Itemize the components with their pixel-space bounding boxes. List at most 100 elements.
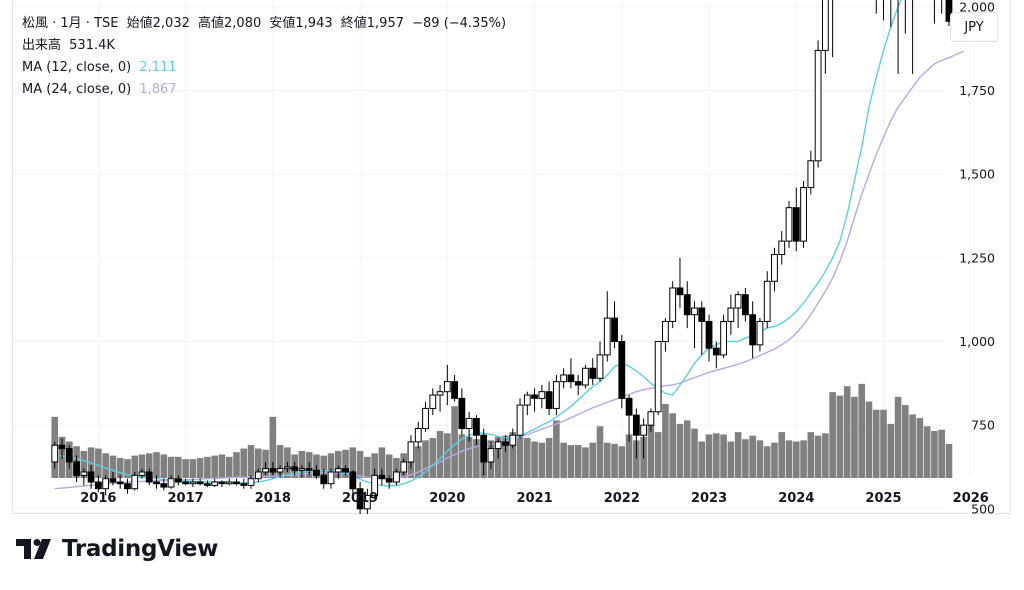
- volume-bar: [792, 441, 800, 478]
- volume-bar: [95, 448, 102, 478]
- x-tick-label: 2020: [429, 491, 465, 506]
- volume-bar: [851, 396, 858, 478]
- volume-bar: [567, 445, 575, 478]
- candle-body: [218, 481, 226, 485]
- volume-bar: [625, 434, 633, 478]
- volume-bar: [843, 386, 851, 478]
- volume-bar: [116, 458, 124, 478]
- candle-body: [792, 207, 800, 242]
- volume-bar: [451, 406, 458, 478]
- volume-bar: [611, 443, 618, 478]
- candle-body: [429, 394, 437, 409]
- volume-bar: [371, 453, 378, 478]
- volume-bar: [102, 453, 109, 478]
- y-tick-label: 500: [971, 501, 995, 514]
- volume-bar: [182, 459, 189, 478]
- volume-bar: [436, 430, 444, 478]
- tradingview-logo[interactable]: TradingView: [16, 536, 218, 562]
- candle-body: [545, 391, 553, 409]
- candle-body: [654, 341, 662, 413]
- candle-body: [320, 474, 328, 485]
- volume-bar: [80, 450, 88, 478]
- candle-body: [516, 404, 524, 436]
- candle-body: [436, 391, 444, 396]
- volume-bar: [916, 418, 924, 478]
- candle-body: [298, 468, 306, 471]
- volume-bar: [778, 432, 786, 478]
- candle-body: [487, 448, 495, 463]
- volume-bar: [465, 436, 473, 478]
- x-tick-label: 2024: [778, 491, 814, 506]
- candle-body: [80, 471, 88, 476]
- volume-bar: [669, 413, 676, 478]
- candle-body: [720, 320, 727, 356]
- volume-bar: [342, 449, 349, 478]
- candle-body: [102, 478, 110, 490]
- ma24-label: MA (24, close, 0): [22, 82, 132, 97]
- candle-body: [109, 478, 117, 483]
- ma24-line: [54, 50, 964, 490]
- volume-bar: [713, 433, 720, 478]
- candle-body: [800, 187, 807, 242]
- volume-bar: [531, 441, 538, 478]
- low-value: 1,943: [295, 16, 333, 31]
- volume-bar: [756, 440, 764, 478]
- candle-body: [749, 314, 757, 346]
- candle-body: [254, 471, 262, 480]
- candle-body: [465, 417, 473, 429]
- volume-bar: [225, 456, 233, 478]
- candle-body: [124, 483, 131, 490]
- candle-body: [262, 468, 269, 473]
- volume-bar: [560, 442, 567, 478]
- candle-body: [814, 49, 822, 162]
- candle-body: [582, 367, 589, 386]
- volume-bar: [691, 428, 698, 478]
- open-label: 始値: [126, 16, 153, 31]
- low-label: 安値: [269, 16, 296, 31]
- volume-bar: [124, 459, 131, 478]
- ma12-label: MA (12, close, 0): [22, 60, 132, 75]
- candle-body: [741, 294, 749, 316]
- candle-body: [385, 478, 393, 483]
- candle-body: [618, 341, 626, 399]
- chart-canvas[interactable]: 2505007501,0001,2501,5001,7502,0002,2502…: [0, 0, 1024, 514]
- high-label: 高値: [198, 16, 225, 31]
- high-value: 2,080: [224, 16, 262, 31]
- volume-bar: [240, 448, 248, 478]
- candle-body: [269, 468, 277, 473]
- candle-body: [407, 441, 415, 463]
- x-tick-label: 2019: [342, 491, 378, 506]
- volume-bar: [153, 452, 160, 478]
- candle-body: [182, 481, 190, 485]
- candle-body: [443, 381, 451, 393]
- volume-bar: [618, 446, 626, 478]
- symbol-name: 松風 · 1月 · TSE: [22, 16, 119, 31]
- x-tick-label: 2026: [953, 491, 989, 506]
- candle-body: [393, 471, 400, 483]
- candle-body: [451, 381, 458, 399]
- candle-body: [400, 461, 408, 473]
- candle-body: [531, 394, 538, 399]
- candle-body: [945, 0, 953, 22]
- volume-bar: [298, 450, 306, 478]
- ma12-line: [54, 0, 902, 487]
- candle-body: [73, 461, 80, 476]
- candle-body: [683, 294, 691, 316]
- volume-bar: [538, 442, 546, 478]
- symbol-ohlc-line: 松風 · 1月 · TSE 始値2,032 高値2,080 安値1,943 終値…: [22, 15, 510, 33]
- candle-body: [574, 381, 582, 386]
- candle-body: [567, 374, 575, 383]
- volume-bar: [145, 453, 153, 478]
- volume-bar: [909, 414, 916, 478]
- candle-body: [204, 483, 211, 486]
- candle-body: [94, 481, 102, 490]
- volume-bar: [800, 440, 807, 478]
- currency-button[interactable]: JPY: [950, 12, 998, 42]
- candle-body: [632, 414, 640, 436]
- candle-body: [727, 307, 735, 322]
- candle-body: [116, 481, 124, 485]
- volume-bar: [269, 416, 277, 478]
- volume-bar: [189, 459, 197, 478]
- volume-bar: [131, 455, 139, 478]
- candle-body: [523, 394, 531, 406]
